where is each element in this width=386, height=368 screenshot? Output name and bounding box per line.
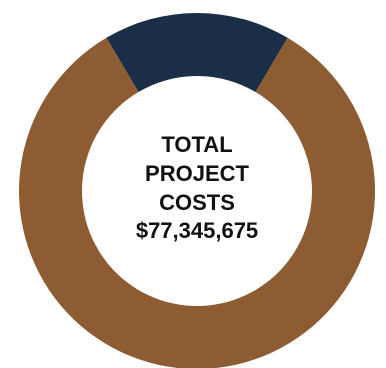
center-label-line-3: COSTS xyxy=(159,190,235,215)
center-label-total: $77,345,675 xyxy=(136,218,258,243)
center-label-line-1: TOTAL xyxy=(161,132,232,157)
donut-slice-2 xyxy=(19,37,375,368)
donut-slices xyxy=(19,13,375,368)
center-label-line-2: PROJECT xyxy=(145,161,249,186)
donut-slice-1 xyxy=(106,13,288,93)
